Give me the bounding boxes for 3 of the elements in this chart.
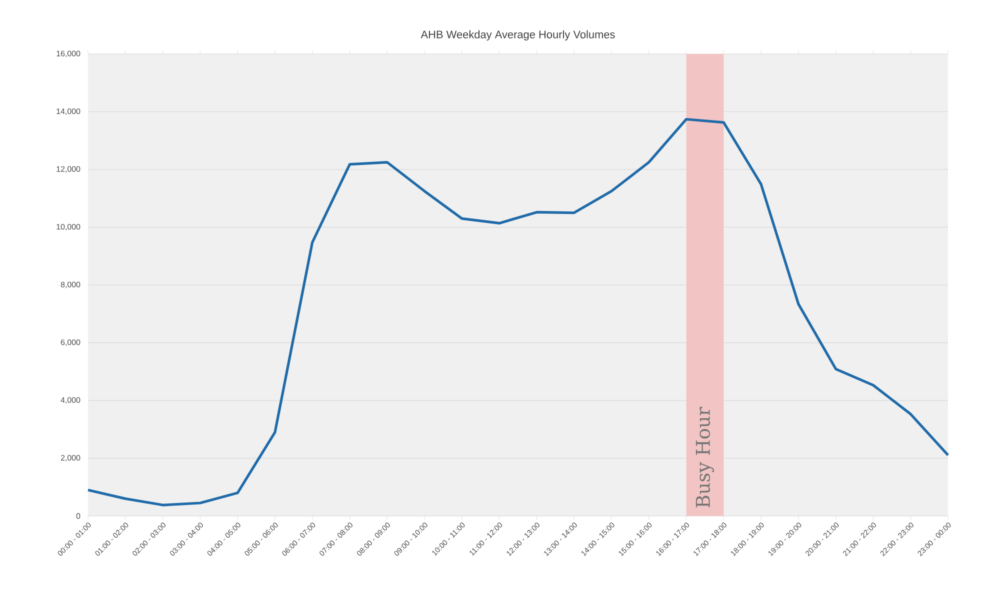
chart-title: AHB Weekday Average Hourly Volumes — [420, 30, 615, 40]
line-series — [86, 118, 950, 506]
band-label: Busy Hour — [696, 406, 714, 508]
